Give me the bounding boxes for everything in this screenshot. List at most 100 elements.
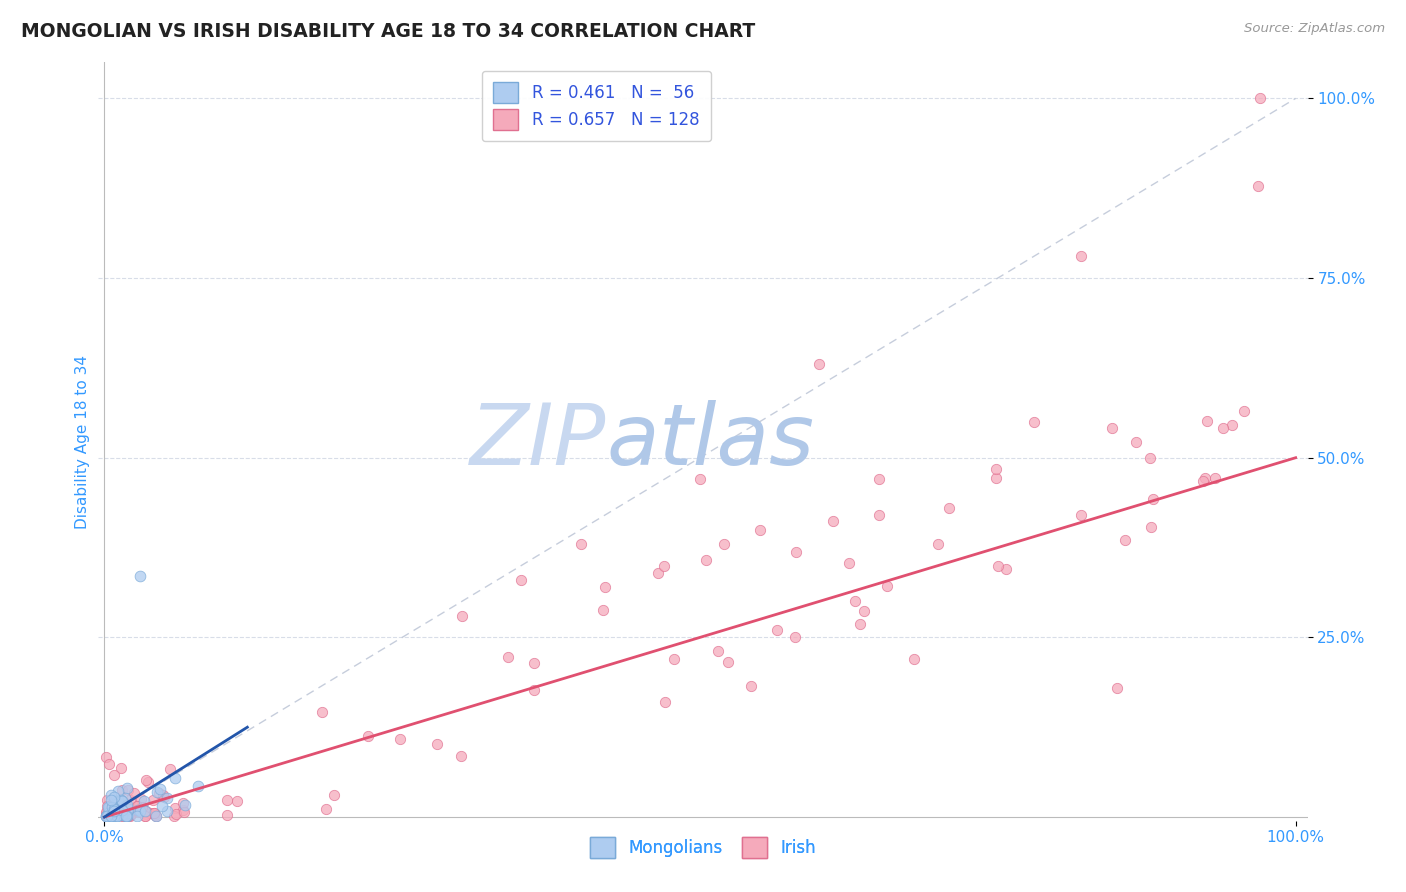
Point	[127, 799, 149, 814]
Point	[357, 729, 380, 743]
Point	[94, 750, 117, 764]
Point	[111, 794, 134, 808]
Point	[94, 809, 117, 823]
Point	[868, 508, 890, 523]
Point	[112, 799, 135, 814]
Point	[104, 803, 127, 817]
Point	[117, 809, 139, 823]
Point	[689, 472, 711, 486]
Point	[118, 807, 141, 822]
Point	[143, 807, 166, 822]
Point	[97, 809, 120, 823]
Point	[156, 790, 179, 805]
Point	[987, 558, 1010, 573]
Point	[117, 805, 139, 820]
Point	[593, 580, 616, 594]
Point	[713, 537, 735, 551]
Point	[100, 807, 122, 822]
Point	[96, 798, 118, 813]
Point	[94, 809, 117, 823]
Point	[838, 556, 860, 570]
Point	[110, 805, 132, 819]
Point	[100, 809, 122, 823]
Point	[129, 792, 152, 806]
Point	[100, 789, 122, 803]
Point	[510, 573, 533, 587]
Point	[127, 809, 149, 823]
Point	[114, 809, 136, 823]
Point	[114, 791, 136, 805]
Point	[110, 803, 132, 817]
Point	[134, 804, 156, 818]
Point	[103, 802, 125, 816]
Point	[135, 807, 157, 822]
Point	[647, 566, 669, 580]
Point	[187, 779, 209, 793]
Point	[1105, 681, 1128, 695]
Point	[115, 798, 138, 813]
Point	[104, 797, 127, 811]
Point	[311, 705, 333, 719]
Point	[748, 523, 770, 537]
Point	[94, 809, 117, 823]
Point	[121, 805, 143, 820]
Point	[315, 802, 337, 816]
Point	[117, 783, 139, 797]
Point	[388, 731, 411, 746]
Point	[150, 799, 173, 814]
Point	[97, 805, 120, 820]
Point	[103, 805, 125, 820]
Point	[172, 803, 194, 817]
Point	[450, 748, 472, 763]
Point	[104, 802, 127, 816]
Point	[149, 782, 172, 797]
Point	[450, 608, 472, 623]
Point	[215, 793, 238, 807]
Point	[103, 790, 125, 805]
Point	[107, 792, 129, 806]
Point	[94, 809, 117, 823]
Point	[740, 679, 762, 693]
Point	[592, 603, 614, 617]
Point	[134, 808, 156, 822]
Point	[523, 682, 546, 697]
Point	[103, 767, 125, 781]
Point	[107, 806, 129, 821]
Point	[717, 655, 740, 669]
Point	[995, 562, 1018, 576]
Point	[110, 793, 132, 807]
Point	[1194, 471, 1216, 485]
Point	[986, 471, 1008, 485]
Point	[569, 537, 592, 551]
Point	[96, 809, 118, 823]
Point	[129, 804, 152, 818]
Point	[98, 809, 121, 823]
Point	[134, 809, 156, 823]
Point	[162, 809, 184, 823]
Point	[100, 808, 122, 822]
Legend: Mongolians, Irish: Mongolians, Irish	[578, 825, 828, 869]
Point	[105, 809, 128, 823]
Point	[323, 788, 346, 802]
Text: atlas: atlas	[606, 400, 814, 483]
Point	[120, 802, 142, 816]
Point	[1233, 404, 1256, 418]
Point	[117, 802, 139, 816]
Point	[159, 762, 181, 776]
Point	[145, 785, 167, 799]
Point	[111, 809, 134, 823]
Point	[153, 789, 176, 804]
Point	[124, 787, 146, 801]
Point	[1139, 450, 1161, 465]
Point	[145, 809, 167, 823]
Point	[98, 800, 121, 814]
Point	[128, 805, 150, 819]
Point	[103, 802, 125, 816]
Point	[1139, 520, 1161, 534]
Point	[111, 807, 134, 822]
Point	[111, 783, 134, 797]
Point	[118, 807, 141, 822]
Point	[101, 800, 124, 814]
Point	[984, 462, 1007, 476]
Point	[426, 737, 449, 751]
